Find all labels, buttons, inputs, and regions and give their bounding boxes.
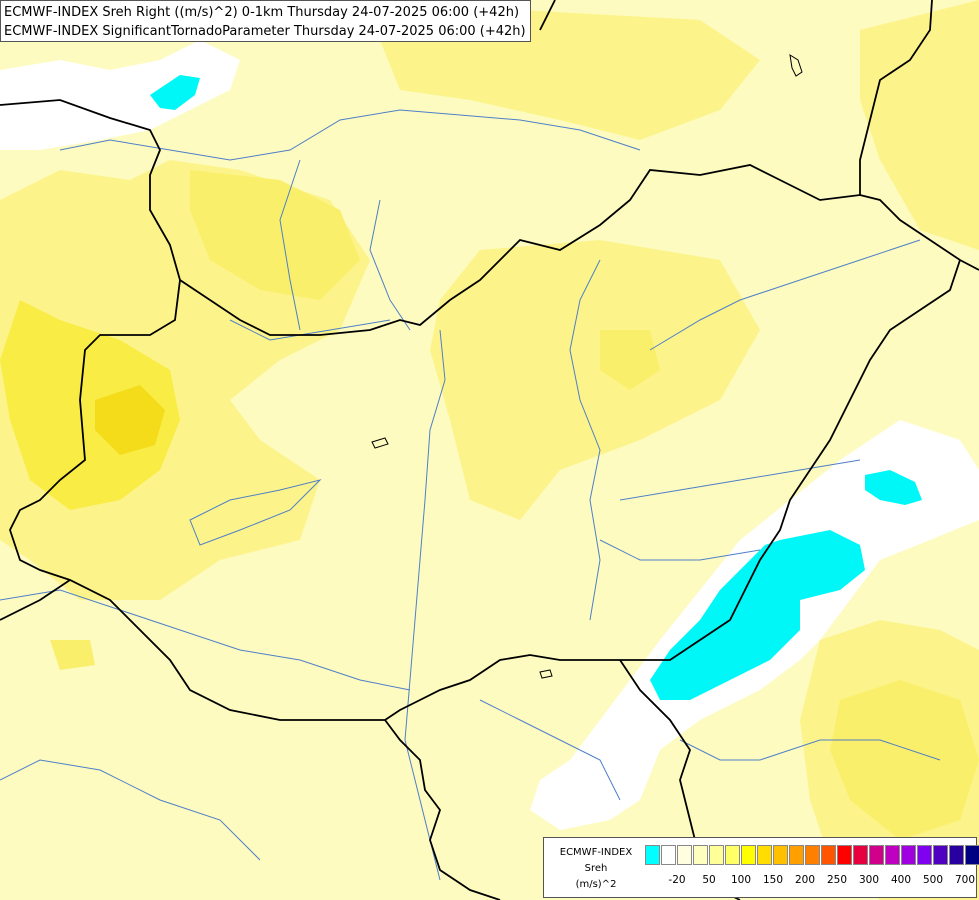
legend-swatch <box>901 845 916 865</box>
title-stp: ECMWF-INDEX SignificantTornadoParameter … <box>4 24 526 39</box>
legend-source: ECMWF-INDEX <box>559 847 633 858</box>
legend-ticks: -20 50 100 150 200 250 300 400 500 700 <box>645 874 975 888</box>
rivers <box>0 109 941 881</box>
color-legend: ECMWF-INDEX Sreh (m/s)^2 -20 50 100 150 200 2… <box>543 837 979 898</box>
legend-tick-label: 100 <box>730 874 752 886</box>
map-title-box: ECMWF-INDEX Sreh Right ((m/s)^2) 0-1km T… <box>0 0 531 42</box>
legend-swatch <box>805 845 820 865</box>
legend-tick-label: 250 <box>826 874 848 886</box>
legend-swatch <box>709 845 724 865</box>
legend-tick-label: 150 <box>762 874 784 886</box>
legend-swatch <box>757 845 772 865</box>
legend-swatch <box>725 845 740 865</box>
legend-swatch <box>853 845 868 865</box>
legend-tick-label: 300 <box>858 874 880 886</box>
legend-swatch <box>645 845 660 865</box>
legend-swatch <box>773 845 788 865</box>
legend-unit: (m/s)^2 <box>575 879 617 890</box>
legend-tick-label: -20 <box>668 874 686 886</box>
legend-tick-label: 700 <box>954 874 976 886</box>
legend-tick-label: 400 <box>890 874 912 886</box>
legend-swatch <box>693 845 708 865</box>
legend-swatch <box>933 845 948 865</box>
lakes <box>371 53 803 679</box>
legend-swatch <box>741 845 756 865</box>
legend-swatch <box>821 845 836 865</box>
legend-swatches <box>645 845 979 865</box>
legend-swatch <box>677 845 692 865</box>
legend-swatch <box>661 845 676 865</box>
legend-swatch <box>869 845 884 865</box>
legend-tick-label: 50 <box>702 874 716 886</box>
legend-swatch <box>885 845 900 865</box>
legend-swatch <box>917 845 932 865</box>
legend-tick-label: 500 <box>922 874 944 886</box>
title-sreh: ECMWF-INDEX Sreh Right ((m/s)^2) 0-1km T… <box>4 5 520 20</box>
legend-swatch <box>949 845 964 865</box>
legend-swatch <box>965 845 979 865</box>
legend-tick-label: 200 <box>794 874 816 886</box>
legend-swatch <box>789 845 804 865</box>
sreh-fill-cyan <box>150 75 922 700</box>
legend-swatch <box>837 845 852 865</box>
legend-variable: Sreh <box>584 863 608 874</box>
